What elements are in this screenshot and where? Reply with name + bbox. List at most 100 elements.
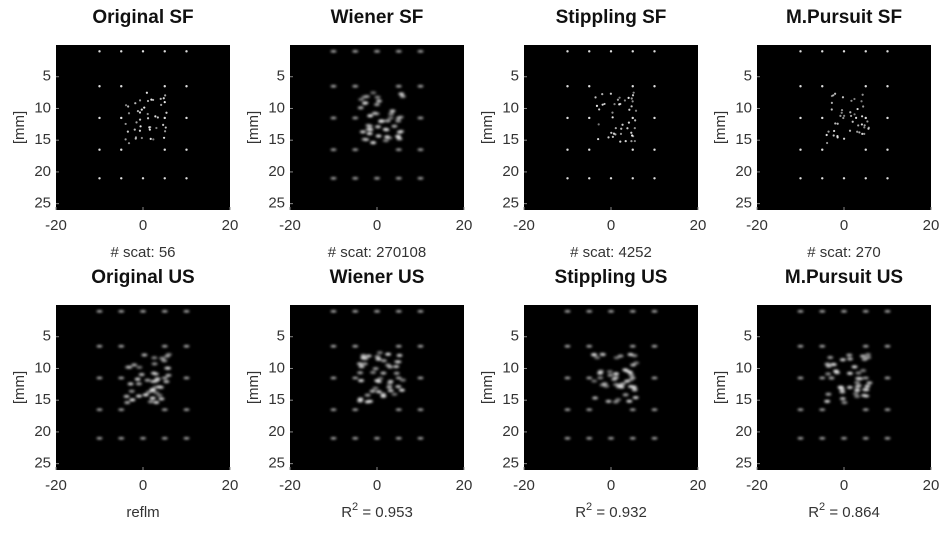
caption-part: R (808, 504, 819, 521)
y-axis-label: [mm] (712, 111, 729, 144)
scatterer (361, 362, 368, 366)
scatterer (591, 379, 598, 383)
scatterer (842, 50, 846, 53)
caption-part: R (575, 504, 586, 521)
scatterer (862, 437, 869, 440)
scatterer (857, 124, 860, 127)
scatterer (619, 382, 626, 386)
scatterer (98, 116, 101, 120)
scatterer (370, 141, 377, 145)
scatterer (626, 370, 633, 374)
scatterer (330, 345, 337, 348)
scatterer (862, 388, 869, 392)
scatterer (399, 94, 406, 98)
scatterer (632, 396, 639, 400)
scatterer (151, 356, 158, 360)
x-tick-label: -20 (279, 477, 301, 494)
scatterer (594, 356, 601, 360)
scatterer (370, 370, 377, 374)
scatterer (363, 138, 370, 142)
scatterer (162, 97, 165, 100)
scatterer (361, 101, 368, 105)
scatterer (611, 116, 614, 119)
scatterer (129, 398, 136, 402)
scatterer (651, 437, 658, 440)
scatterer (380, 359, 387, 363)
image-panel (524, 305, 698, 470)
scatterer (797, 376, 804, 380)
y-tick-label: 15 (502, 391, 519, 408)
scatterer (631, 135, 635, 138)
scatterer (862, 310, 869, 313)
y-tick-label: 20 (34, 423, 51, 440)
scatterer (358, 97, 365, 101)
scatterer (827, 130, 830, 133)
y-tick-label: 20 (735, 423, 752, 440)
image-panel (757, 305, 931, 470)
scatterer (149, 137, 152, 140)
scatterer (372, 367, 379, 371)
x-tick-label: 20 (923, 477, 940, 494)
scatterer (618, 96, 621, 99)
scatterer (819, 408, 826, 411)
scatterer (163, 177, 166, 180)
scatterer (352, 408, 359, 411)
scatterer (886, 85, 889, 88)
scatterer (156, 393, 163, 397)
scatterer (161, 408, 168, 411)
scatterer (799, 116, 802, 120)
scatterer (140, 108, 143, 111)
scatterer (141, 353, 148, 357)
scatterer (862, 408, 869, 411)
scatterer (161, 359, 168, 363)
scatterer (364, 400, 371, 404)
scatterer (864, 177, 867, 180)
scatterer (856, 130, 859, 133)
scatterer (397, 115, 404, 119)
scatterer (586, 408, 593, 411)
scatterer (860, 115, 864, 118)
x-tick-label: 0 (607, 217, 615, 234)
caption-part: 2 (586, 501, 592, 513)
scatterer (630, 97, 633, 100)
scatterer (98, 177, 101, 180)
scatterer (799, 85, 802, 88)
scatterer (358, 379, 365, 383)
scatterer (387, 379, 394, 383)
scatterer (357, 106, 364, 110)
y-tick-label: 5 (277, 68, 285, 85)
scatterer (621, 123, 624, 126)
y-tick-label: 25 (268, 455, 285, 472)
scatterer (847, 357, 854, 361)
scatterer (145, 91, 148, 94)
scatterer (586, 345, 593, 348)
scatterer (851, 365, 858, 369)
scatterer (624, 139, 627, 143)
scatterer (603, 384, 610, 388)
scatterer (825, 392, 832, 396)
scatterer (382, 127, 389, 131)
scatterer (164, 126, 167, 129)
scatterer (162, 123, 165, 126)
scatterer (848, 129, 852, 132)
scatterer (398, 92, 405, 96)
scatterer (841, 310, 847, 313)
scatterer (863, 132, 866, 135)
scatterer (564, 408, 571, 411)
scatterer (120, 148, 123, 151)
scatterer (352, 345, 359, 348)
x-tick-label: 20 (222, 217, 239, 234)
y-axis-label: [mm] (712, 371, 729, 404)
y-tick-label: 5 (744, 68, 752, 85)
scatterer (384, 119, 391, 123)
scatterer (821, 116, 824, 120)
scatterer (619, 140, 622, 143)
scatterer (159, 356, 166, 360)
scatterer (183, 408, 190, 411)
scatterer (846, 353, 853, 357)
caption: R2 = 0.932 (575, 501, 647, 521)
image-panel (56, 45, 230, 210)
scatterer (185, 148, 188, 151)
scatterer (605, 399, 612, 403)
y-tick-label: 25 (34, 195, 51, 212)
